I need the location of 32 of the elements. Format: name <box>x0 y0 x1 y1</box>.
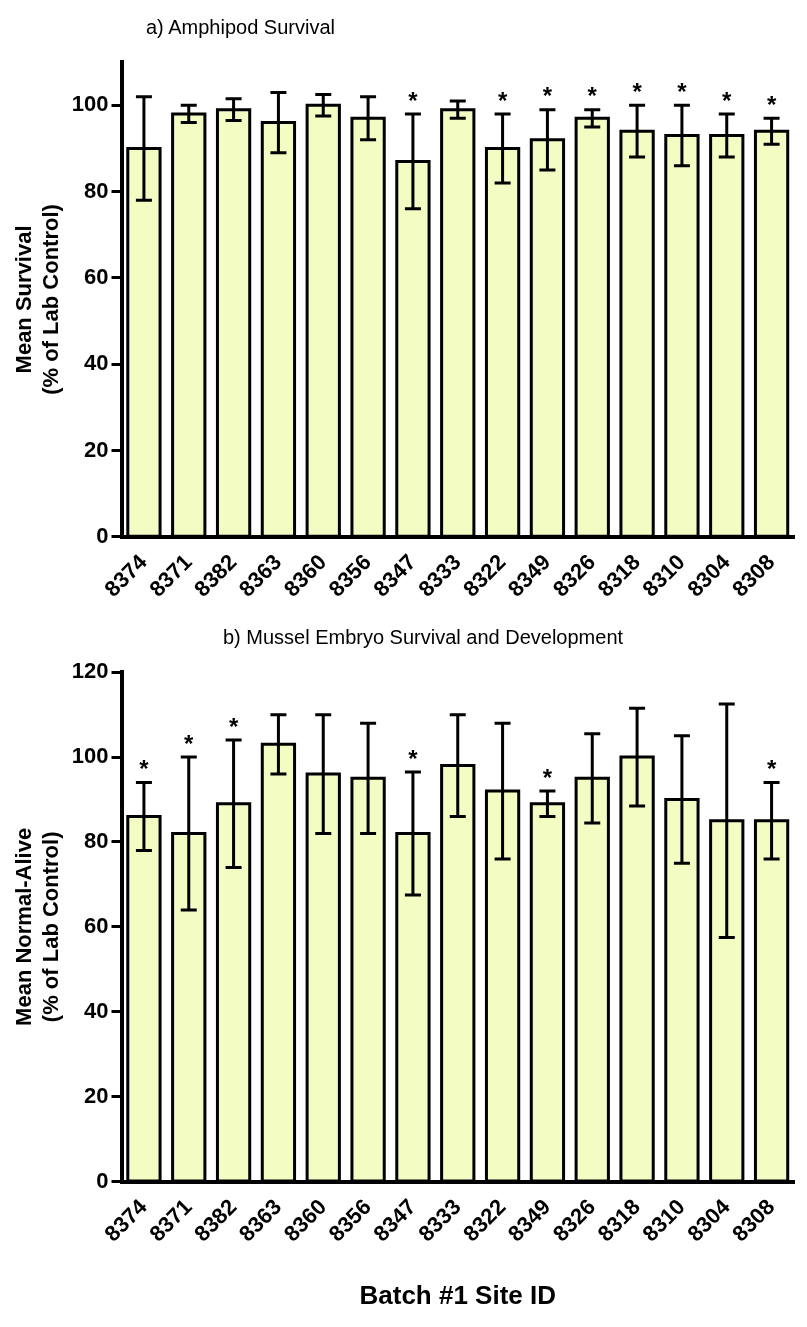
annotation: * <box>408 744 419 772</box>
y-tick-label: 100 <box>71 743 109 769</box>
y-tick-label: 60 <box>84 912 109 938</box>
annotation: * <box>722 86 733 114</box>
annotation: * <box>228 712 239 740</box>
annotation: * <box>408 86 419 114</box>
y-tick-label: 40 <box>84 350 109 376</box>
y-tick-label: 20 <box>84 436 109 462</box>
annotation: * <box>139 755 150 783</box>
y-tick-label: 0 <box>96 1167 109 1193</box>
chart-title: a) Amphipod Survival <box>145 16 336 40</box>
x-axis-title: Batch #1 Site ID <box>359 1279 557 1310</box>
y-tick-label: 120 <box>71 658 109 684</box>
annotation: * <box>184 729 195 757</box>
y-axis-title: Mean Normal-Alive (% of Lab Control) <box>11 827 63 1026</box>
annotation: * <box>766 90 777 118</box>
annotation: * <box>497 86 508 114</box>
y-tick-label: 80 <box>84 177 109 203</box>
annotation: * <box>587 82 598 110</box>
y-tick-label: 0 <box>96 522 109 548</box>
annotation: * <box>677 77 688 105</box>
y-tick-label: 20 <box>84 1082 109 1108</box>
annotation: * <box>542 763 553 791</box>
y-tick-label: 40 <box>84 997 109 1023</box>
y-tick-label: 80 <box>84 828 109 854</box>
annotation: * <box>542 82 553 110</box>
y-tick-label: 100 <box>71 91 109 117</box>
y-axis-title: Mean Survival (% of Lab Control) <box>11 204 63 395</box>
annotation: * <box>632 77 643 105</box>
chart-title: b) Mussel Embryo Survival and Development <box>221 626 625 650</box>
annotation: * <box>766 755 777 783</box>
y-tick-label: 60 <box>84 263 109 289</box>
